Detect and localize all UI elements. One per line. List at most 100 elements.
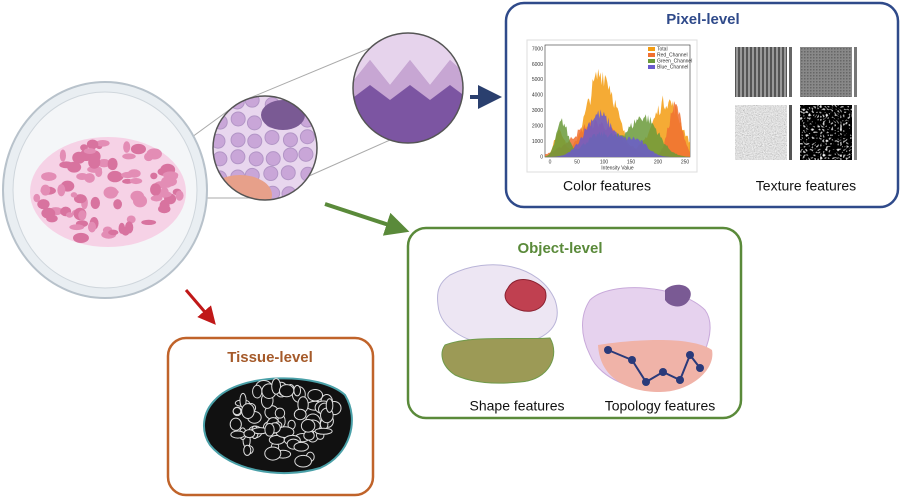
cell — [141, 219, 157, 226]
legend-label: Total — [657, 46, 668, 52]
cell — [150, 183, 161, 196]
cell — [37, 199, 50, 210]
cell — [90, 196, 101, 209]
cell — [33, 193, 41, 203]
cell — [113, 199, 122, 210]
zoom-circle-border — [212, 95, 318, 201]
shape-illustration — [437, 264, 558, 384]
cell — [66, 212, 74, 218]
cell — [278, 384, 295, 398]
cell — [293, 441, 309, 452]
cell — [213, 97, 225, 113]
cell — [246, 115, 262, 131]
cell — [122, 153, 136, 160]
cell — [265, 151, 281, 167]
x-tick-label: 150 — [627, 159, 636, 165]
y-tick-label: 5000 — [532, 77, 543, 83]
cell — [264, 129, 280, 145]
cell — [73, 194, 87, 204]
x-tick-label: 250 — [681, 159, 690, 165]
cell — [41, 172, 57, 181]
legend-swatch — [648, 47, 655, 51]
cell — [230, 111, 246, 127]
y-tick-label: 1000 — [532, 139, 543, 145]
cell — [175, 190, 184, 201]
topology-caption: Topology features — [605, 398, 716, 414]
cell — [160, 176, 174, 188]
cell — [271, 378, 282, 395]
cell — [241, 403, 255, 419]
cell — [252, 384, 263, 399]
y-tick-label: 3000 — [532, 108, 543, 114]
arrow — [324, 202, 410, 236]
cell — [73, 232, 89, 243]
cell — [67, 161, 82, 173]
cell — [230, 149, 246, 165]
cell — [248, 151, 264, 167]
cell — [243, 444, 252, 456]
cell — [213, 184, 227, 200]
cell — [124, 221, 134, 234]
cell — [123, 141, 131, 153]
x-tick-label: 0 — [549, 159, 552, 165]
cell — [95, 167, 103, 178]
cell — [282, 132, 298, 148]
cell — [41, 207, 56, 219]
cell — [87, 221, 97, 233]
histogram-area — [545, 109, 690, 157]
y-tick-label: 6000 — [532, 62, 543, 68]
cell — [59, 149, 67, 162]
cell — [293, 384, 302, 397]
pixel-level-title: Pixel-level — [666, 11, 739, 28]
cell — [97, 158, 111, 168]
cell — [314, 427, 333, 435]
x-tick-label: 200 — [654, 159, 663, 165]
cell — [302, 96, 317, 112]
cell — [70, 192, 78, 198]
cell — [274, 407, 286, 419]
cell — [282, 147, 298, 163]
cell — [158, 204, 171, 214]
x-axis-label: Intensity Value — [601, 165, 634, 171]
cell — [86, 139, 99, 150]
tissue-illustration — [203, 377, 353, 474]
zoom-circle-border — [352, 32, 464, 144]
cell — [294, 454, 312, 468]
x-tick-label: 50 — [574, 159, 580, 165]
cell — [293, 408, 307, 421]
cell — [69, 224, 85, 231]
legend-swatch — [648, 59, 655, 63]
legend-label: Blue_Channel — [657, 64, 688, 70]
cell — [298, 146, 314, 162]
object-level-title: Object-level — [517, 240, 602, 257]
cell — [76, 173, 89, 181]
cell — [300, 419, 316, 433]
cell — [232, 407, 242, 416]
texture-panels — [735, 47, 857, 160]
cell — [264, 446, 282, 461]
cell — [144, 152, 154, 162]
histogram: 0 50 100 150 200 250 0 1000 2000 3000 4000 5000 6000… — [526, 39, 698, 173]
cell — [130, 190, 145, 202]
cell — [263, 166, 279, 182]
cell — [150, 195, 163, 202]
cell — [78, 210, 87, 221]
cell — [150, 172, 158, 180]
cell — [121, 171, 135, 179]
y-tick-label: 2000 — [532, 123, 543, 129]
cell — [325, 398, 334, 413]
topology-illustration — [582, 284, 713, 392]
legend-label: Green_Channel — [657, 58, 692, 64]
cell — [213, 151, 228, 167]
cell — [298, 186, 314, 200]
cell — [40, 184, 51, 196]
cell — [307, 388, 324, 402]
cell — [108, 172, 124, 182]
legend-swatch — [648, 65, 655, 69]
texture-caption: Texture features — [756, 178, 856, 194]
cell — [103, 186, 118, 199]
cell — [72, 151, 86, 164]
cell — [130, 143, 146, 155]
y-tick-label: 7000 — [532, 46, 543, 52]
